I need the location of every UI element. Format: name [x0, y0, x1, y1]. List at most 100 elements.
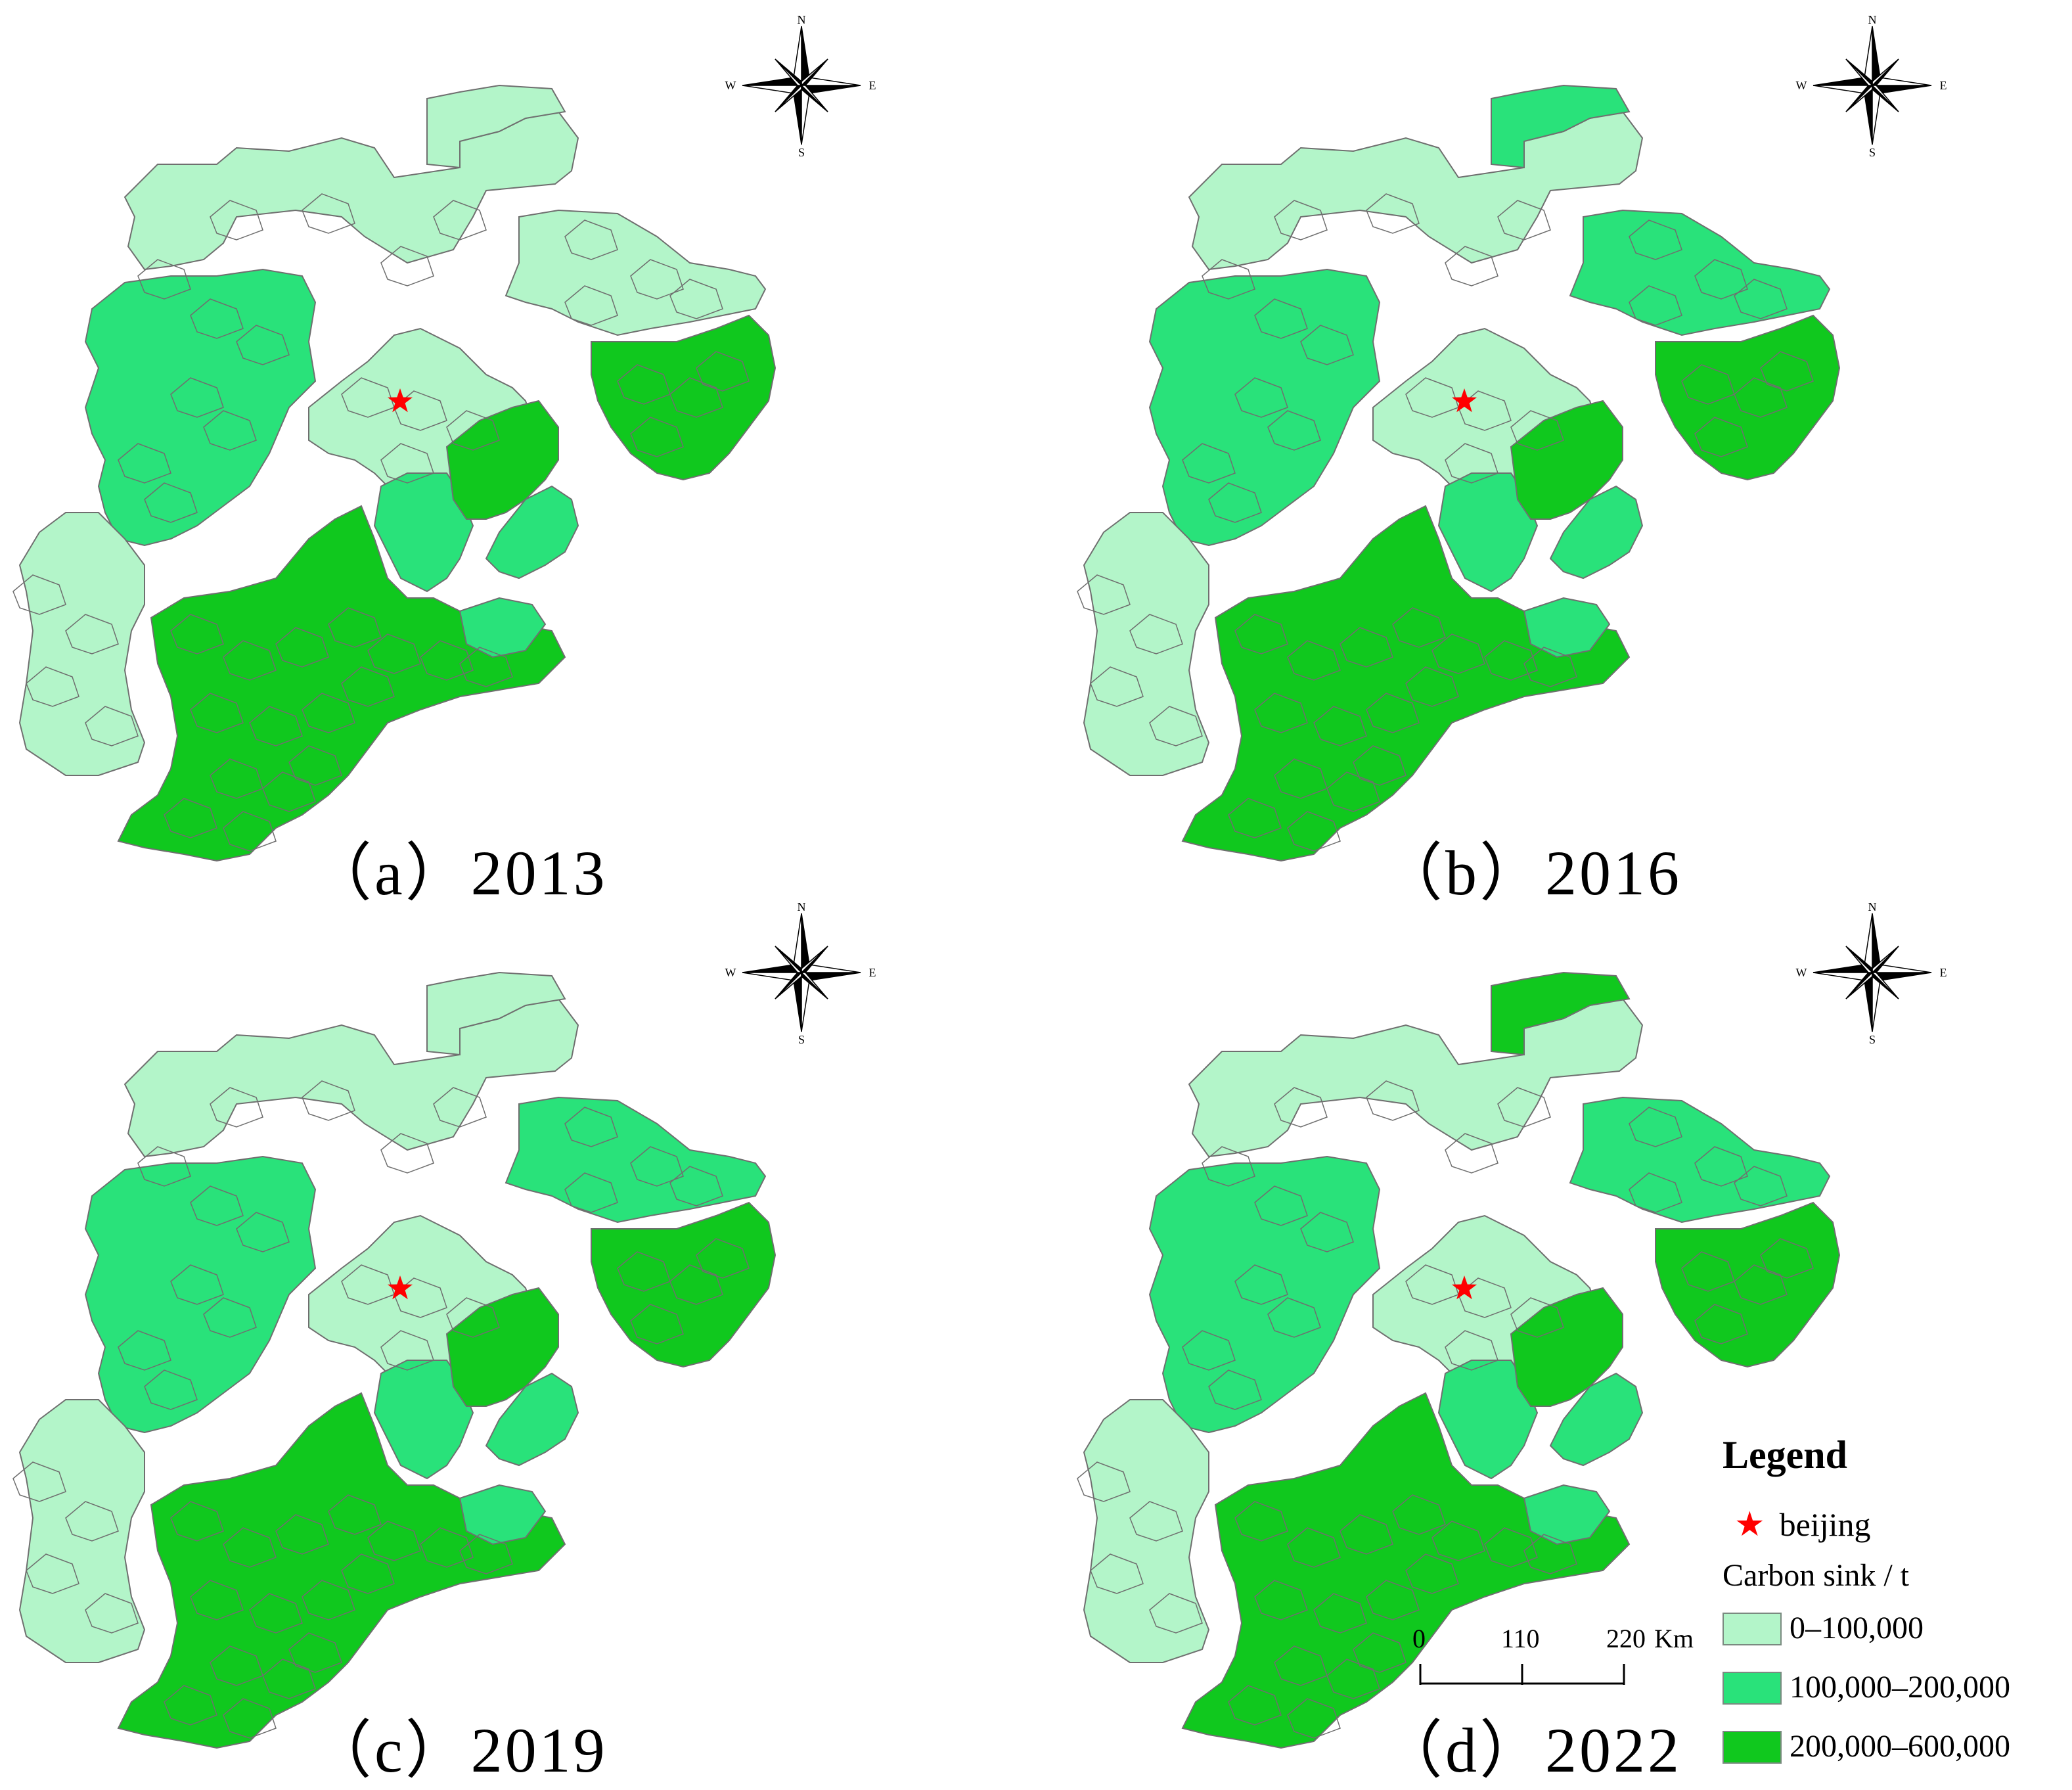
county-boundary [669, 1264, 723, 1305]
region-map [1077, 971, 1841, 1749]
county-boundary [203, 1297, 257, 1338]
county-boundary [630, 1146, 684, 1187]
compass-label-e: E [1940, 966, 1947, 979]
county-boundary [302, 1580, 355, 1620]
compass-label-e: E [1940, 79, 1947, 92]
county-boundary [170, 1264, 224, 1305]
county-boundary [137, 1146, 191, 1187]
county-boundary [564, 1172, 618, 1213]
panel-caption: （c）2019 [309, 1715, 608, 1785]
county-boundary [1405, 666, 1459, 707]
region-chengde-n [426, 84, 566, 169]
county-boundary [1313, 1593, 1367, 1634]
legend-item-label: 0–100,000 [1790, 1611, 1924, 1645]
county-boundary [1182, 1330, 1236, 1371]
county-boundary [1149, 1593, 1203, 1634]
county-boundary [164, 1685, 217, 1726]
region-chengde-n [426, 971, 566, 1056]
county-boundary [288, 1632, 342, 1673]
county-boundary [1445, 246, 1498, 287]
county-boundary [1523, 1534, 1577, 1574]
county-boundary [137, 259, 191, 300]
county-boundary [262, 1659, 316, 1699]
county-boundary [1445, 1330, 1498, 1371]
county-boundary [118, 1330, 171, 1371]
county-boundary [1202, 1146, 1255, 1187]
region-zhangjiakou [1188, 998, 1644, 1158]
county-boundary [190, 298, 244, 339]
county-boundary [65, 614, 119, 654]
county-boundary [1458, 390, 1512, 431]
county-boundary [223, 640, 277, 681]
county-boundary [1340, 1514, 1393, 1555]
panel-caption: （a）2013 [309, 838, 608, 908]
county-boundary [669, 1166, 723, 1206]
region-taihang [1083, 512, 1210, 776]
compass-label-s: S [798, 146, 805, 158]
county-boundary [288, 745, 342, 786]
legend: Legend ★ beijing Carbon sink / t 0–100,00… [1708, 1433, 2063, 1774]
region-taihang [1083, 1399, 1210, 1663]
county-boundary [1300, 1212, 1354, 1252]
county-boundary [1254, 1580, 1308, 1620]
region-chengde-n [1491, 971, 1631, 1056]
county-boundary [1694, 259, 1748, 300]
county-boundary [1090, 1553, 1144, 1594]
county-boundary [1629, 285, 1682, 326]
compass-rose-icon: N S W E [725, 13, 876, 158]
county-boundary [1497, 1087, 1551, 1128]
region-chengde-s [1569, 1096, 1831, 1224]
region-map [1077, 84, 1841, 862]
compass-label-s: S [1869, 146, 1876, 158]
county-boundary [1366, 1080, 1420, 1121]
county-boundary [1326, 771, 1380, 812]
county-boundary [367, 1521, 421, 1561]
county-boundary [1445, 443, 1498, 484]
county-boundary [302, 1080, 355, 1121]
region-tangshan [1655, 314, 1841, 481]
legend-swatch [1723, 1613, 1782, 1645]
compass-label-n: N [1868, 13, 1877, 26]
region-hebei-s2 [1523, 597, 1611, 658]
county-boundary [1353, 1632, 1407, 1673]
county-boundary [394, 1277, 447, 1318]
scale-tick-label: 110 [1501, 1624, 1540, 1653]
county-boundary [1366, 693, 1420, 733]
county-boundary [1629, 1107, 1682, 1147]
county-boundary [380, 1330, 434, 1371]
county-boundary [1734, 279, 1788, 319]
county-boundary [118, 443, 171, 484]
panel-caption: （b）2016 [1380, 838, 1682, 908]
county-boundary [1510, 410, 1564, 451]
county-boundary [564, 285, 618, 326]
region-tianjin [1510, 400, 1623, 520]
county-boundary [1760, 351, 1814, 392]
county-boundary [394, 390, 447, 431]
beijing-marker-icon [1452, 388, 1477, 413]
region-chengde-s [505, 1096, 767, 1224]
county-boundary [1234, 377, 1288, 418]
region-west-inner [84, 1155, 317, 1434]
county-boundary [1734, 1166, 1788, 1206]
map-panel-d: （d）2022 [1064, 887, 2072, 1785]
county-boundary [65, 1501, 119, 1542]
region-zhangjiakou [1188, 110, 1644, 271]
county-boundary [1392, 607, 1446, 648]
county-boundary [302, 693, 355, 733]
county-boundary [564, 1107, 618, 1147]
county-boundary [630, 259, 684, 300]
county-boundary [190, 1185, 244, 1226]
county-boundary [1267, 1297, 1321, 1338]
county-boundary [223, 1698, 277, 1739]
county-boundary [1129, 614, 1183, 654]
county-boundary [459, 1534, 513, 1574]
region-tangshan [591, 314, 777, 481]
county-boundary [341, 666, 395, 707]
region-zhangjiakou [124, 110, 579, 271]
county-boundary [1694, 1304, 1748, 1344]
compass-label-e: E [869, 79, 876, 92]
county-boundary [1208, 482, 1262, 523]
region-map [12, 971, 777, 1749]
county-boundary [696, 351, 750, 392]
map-panel-a: （a）2013 [0, 0, 1036, 908]
